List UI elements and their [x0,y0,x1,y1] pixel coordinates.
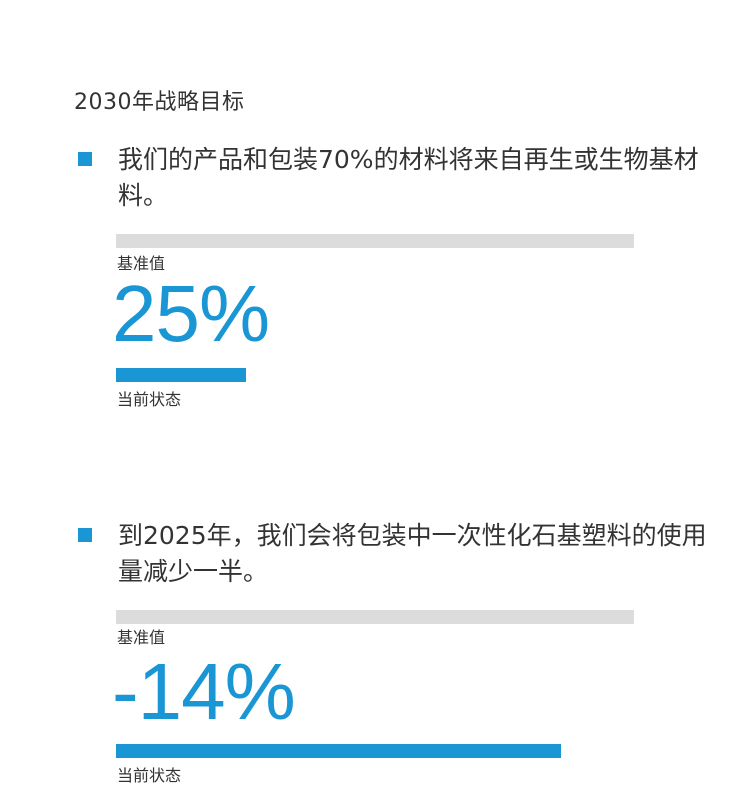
square-bullet-icon [78,528,92,542]
progress-value: 25% [112,269,270,358]
baseline-label: 基准值 [117,628,166,647]
square-bullet-icon [78,152,92,166]
baseline-bar [116,610,634,624]
goal-description: 我们的产品和包装70%的材料将来自再生或生物基材料。 [118,145,699,210]
baseline-label: 基准值 [117,254,166,273]
current-status-label: 当前状态 [117,390,182,409]
baseline-bar [116,234,634,248]
current-status-bar [116,368,246,382]
current-status-bar [116,744,561,758]
goal-description: 到2025年，我们会将包装中一次性化石基塑料的使用量减少一半。 [118,521,707,586]
progress-value: -14% [112,647,296,736]
current-status-label: 当前状态 [117,766,182,785]
page-title: 2030年战略目标 [74,90,245,115]
